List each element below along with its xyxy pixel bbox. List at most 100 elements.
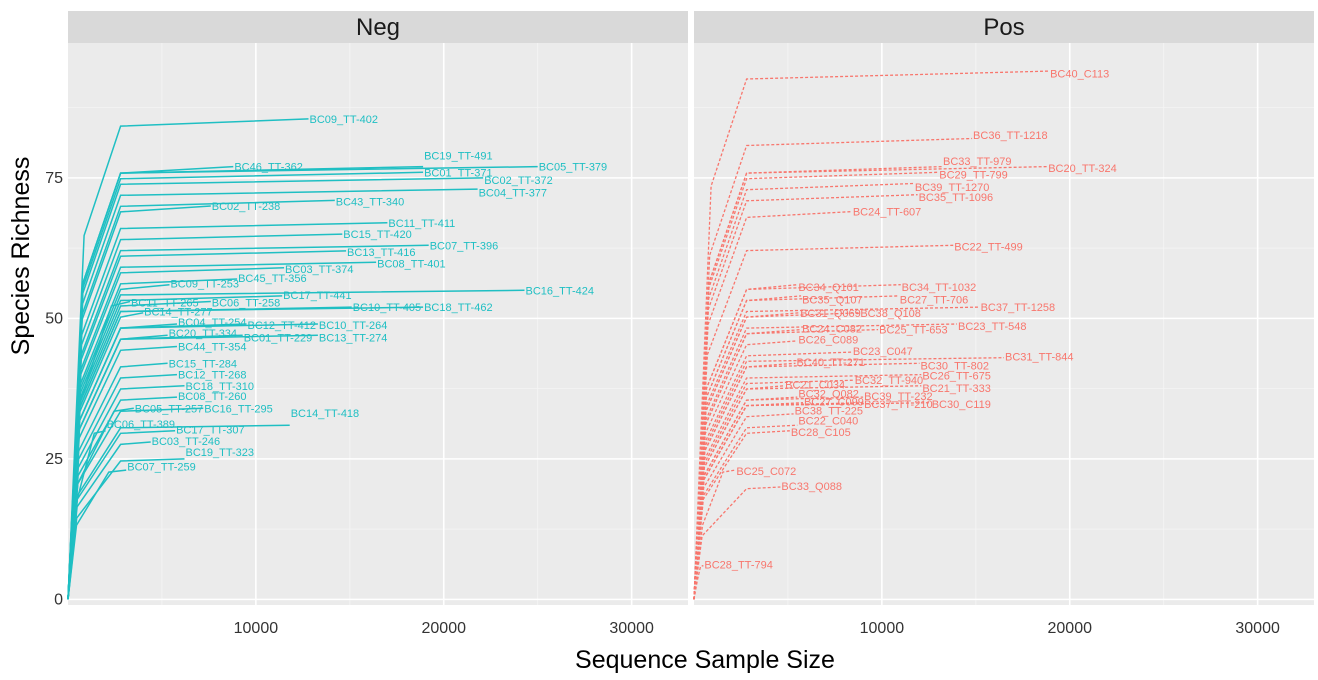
curve-label: BC29_TT-799 xyxy=(939,170,1007,182)
curve-label: BC14_TT-277 xyxy=(144,307,212,319)
curve-label: BC16_TT-424 xyxy=(526,285,594,297)
curve-label: BC33_TT-979 xyxy=(943,156,1011,168)
curve-label: BC27_C099 xyxy=(804,397,864,409)
curve-label: BC32_Q082 xyxy=(798,389,859,401)
y-tick-label: 75 xyxy=(45,170,63,187)
curve-label: BC03_TT-374 xyxy=(285,264,353,276)
curve-label: BC32_TT-940 xyxy=(855,375,923,387)
curve-label: BC40_C113 xyxy=(1050,68,1109,80)
curve-label: BC38_Q108 xyxy=(860,308,921,320)
curve-label: BC28_TT-794 xyxy=(704,560,772,572)
curve-BC40_C113 xyxy=(693,70,1050,600)
curve-label: BC08_TT-260 xyxy=(178,391,246,403)
curve-label: BC24_C082 xyxy=(802,323,862,335)
curve-BC28_C105 xyxy=(693,430,790,600)
y-axis-title: Species Richness xyxy=(7,157,35,356)
curve-BC07_TT-259 xyxy=(67,469,127,600)
curve-label: BC45_TT-356 xyxy=(238,273,306,285)
curve-BC33_Q088 xyxy=(693,486,781,600)
curve-label: BC02_TT-372 xyxy=(484,175,552,187)
curve-label: BC44_TT-354 xyxy=(178,341,246,353)
curve-label: BC35_TT-1096 xyxy=(919,192,994,204)
plot-background xyxy=(694,43,1314,605)
curve-label: BC46_TT-362 xyxy=(234,162,302,174)
curve-label: BC11_TT-411 xyxy=(388,218,455,230)
x-tick-label: 10000 xyxy=(234,620,279,637)
curve-label: BC06_TT-258 xyxy=(212,298,280,310)
curve-label: BC17_TT-441 xyxy=(283,290,351,302)
curve-label: BC23_C047 xyxy=(853,346,913,358)
y-tick-label: 25 xyxy=(45,451,63,468)
curve-label: BC33_Q088 xyxy=(781,481,842,493)
facet-strip-label: Neg xyxy=(356,14,400,41)
x-tick-label: 30000 xyxy=(1235,620,1280,637)
facet-strip-label: Pos xyxy=(983,14,1024,41)
curve-label: BC06_TT-389 xyxy=(107,419,175,431)
curve-label: BC12_TT-412 xyxy=(247,320,315,332)
curve-label: BC05_TT-257 xyxy=(135,403,203,415)
curve-label: BC13_TT-416 xyxy=(347,247,415,259)
curve-label: BC26_TT-675 xyxy=(922,371,990,383)
curve-label: BC02_TT-238 xyxy=(212,201,280,213)
curve-label: BC21_TT-333 xyxy=(922,383,990,395)
curve-label: BC19_TT-323 xyxy=(185,447,253,459)
curve-label: BC36_TT-1218 xyxy=(973,130,1048,142)
curve-label: BC13_TT-274 xyxy=(319,332,387,344)
curve-BC20_TT-324 xyxy=(693,165,1048,600)
curve-label: BC39_TT-232 xyxy=(864,391,932,403)
curve-label: BC12_TT-268 xyxy=(178,370,246,382)
curve-label: BC31_Q069 xyxy=(800,308,861,320)
curve-label: BC22_C040 xyxy=(798,416,858,428)
curve-label: BC21_C034 xyxy=(785,380,845,392)
curve-label: BC16_TT-295 xyxy=(204,403,272,415)
curve-BC28_TT-794 xyxy=(693,565,704,600)
curve-label: BC07_TT-259 xyxy=(127,462,195,474)
curve-label: BC04_TT-377 xyxy=(479,187,547,199)
curve-BC26_C089 xyxy=(693,340,798,600)
facet-strip xyxy=(68,11,688,43)
panel-neg: Neg 10000 20000 30000 0 25 50 75 BC09_TT-402 BC19… xyxy=(45,11,688,637)
curve-label: BC35_Q107 xyxy=(802,294,863,306)
curve-label: BC20_TT-324 xyxy=(1048,163,1116,175)
panels-layer: Neg 10000 20000 30000 0 25 50 75 BC09_TT-402 BC19… xyxy=(45,11,1314,637)
curve-label: BC22_TT-499 xyxy=(954,241,1022,253)
curve-label: BC01_TT-371 xyxy=(424,167,492,179)
curve-label: BC17_TT-307 xyxy=(176,425,244,437)
curve-label: BC27_TT-706 xyxy=(900,294,968,306)
curve-label: BC37_TT-210 xyxy=(864,399,932,411)
curve-label: BC40_TT-271 xyxy=(796,357,864,369)
curve-label: BC09_TT-253 xyxy=(170,279,238,291)
x-tick-label: 30000 xyxy=(609,620,654,637)
curve-label: BC37_TT-1258 xyxy=(981,302,1056,314)
curve-label: BC14_TT-418 xyxy=(291,408,359,420)
curve-label: BC28_C105 xyxy=(791,427,851,439)
curve-label: BC43_TT-340 xyxy=(336,196,404,208)
curve-label: BC39_TT-1270 xyxy=(915,182,990,194)
curve-label: BC10_TT-264 xyxy=(319,320,387,332)
y-tick-label: 50 xyxy=(45,310,63,327)
curve-label: BC04_TT-254 xyxy=(178,317,246,329)
x-tick-label: 10000 xyxy=(860,620,905,637)
x-tick-label: 20000 xyxy=(422,620,467,637)
curve-label: BC15_TT-420 xyxy=(343,229,411,241)
facet-strip xyxy=(694,11,1314,43)
curve-label: BC08_TT-401 xyxy=(377,258,445,270)
curve-BC38_Q108 xyxy=(693,312,860,600)
curve-label: BC25_C072 xyxy=(736,466,796,478)
curve-label: BC26_C089 xyxy=(798,335,858,347)
curve-label: BC09_TT-402 xyxy=(309,114,377,126)
curve-label: BC31_TT-844 xyxy=(1005,352,1073,364)
curve-label: BC25_TT-653 xyxy=(879,325,947,337)
curve-label: BC03_TT-246 xyxy=(152,436,220,448)
curve-label: BC11_TT-265 xyxy=(131,298,199,310)
curve-label: BC05_TT-379 xyxy=(539,162,607,174)
curve-label: BC18_TT-462 xyxy=(424,302,492,314)
curve-label: BC24_TT-607 xyxy=(853,207,921,219)
curve-label: BC34_Q101 xyxy=(798,282,859,294)
y-tick-label: 0 xyxy=(54,591,63,608)
curve-label: BC07_TT-396 xyxy=(430,240,498,252)
curve-BC30_TT-802 xyxy=(693,362,920,600)
curve-label: BC18_TT-310 xyxy=(185,381,253,393)
curve-BC31_Q069 xyxy=(693,312,800,600)
